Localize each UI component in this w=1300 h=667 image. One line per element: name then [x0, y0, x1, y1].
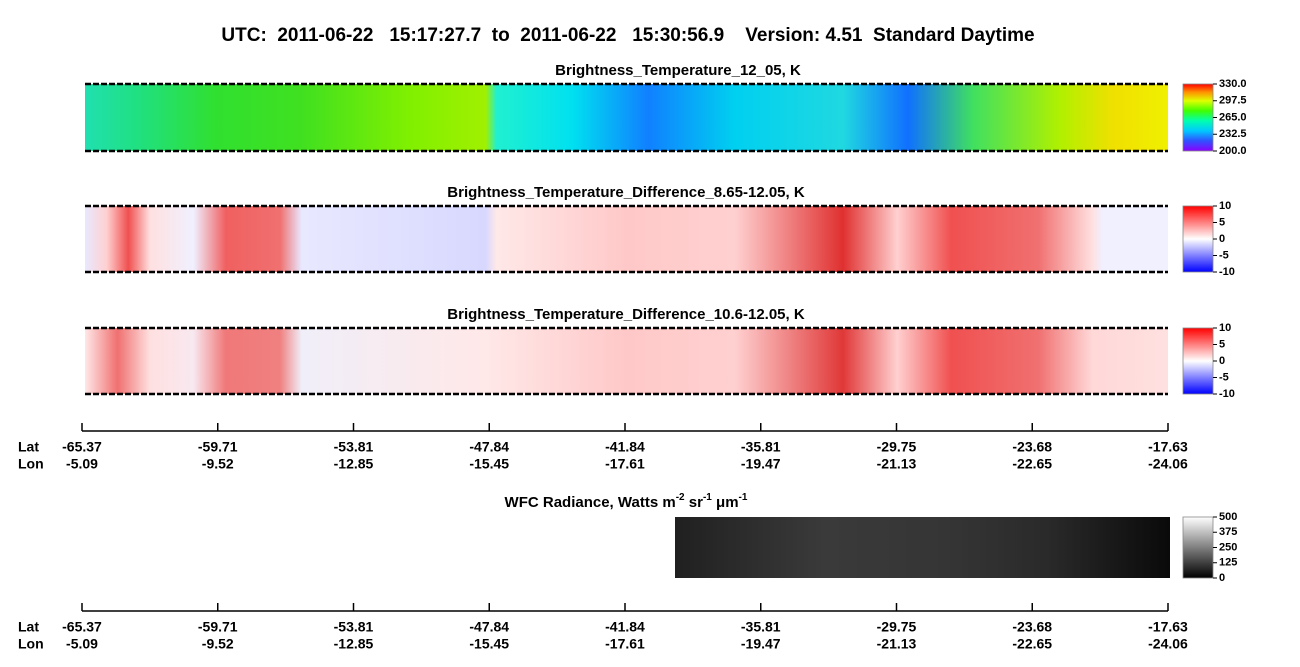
lon-tick-label: -19.47 [741, 636, 781, 652]
figure-title: UTC: 2011-06-22 15:17:27.7 to 2011-06-22… [221, 25, 1034, 46]
lon-tick-label: -5.09 [66, 456, 98, 472]
colorbar-tick-label: 375 [1219, 526, 1237, 538]
lat-tick-label: -59.71 [198, 619, 238, 635]
colorbar-tick-label: 330.0 [1219, 78, 1247, 90]
lat-tick-label: -23.68 [1012, 439, 1052, 455]
panel-title: Brightness_Temperature_Difference_10.6-1… [447, 306, 805, 323]
colorbar-tick-label: 297.5 [1219, 95, 1247, 107]
colorbar-tick-label: 125 [1219, 557, 1237, 569]
lat-tick-label: -41.84 [605, 619, 645, 635]
image-strip [85, 206, 1168, 272]
colorbar-tick-label: -10 [1219, 266, 1235, 278]
colorbar-tick-label: 5 [1219, 338, 1225, 350]
lat-tick-label: -29.75 [877, 439, 917, 455]
title-superscript: -1 [739, 492, 748, 503]
lat-tick-label: -17.63 [1148, 439, 1188, 455]
lon-tick-label: -5.09 [66, 636, 98, 652]
lon-tick-label: -12.85 [334, 636, 374, 652]
lat-label: Lat [18, 619, 39, 635]
lon-tick-label: -15.45 [469, 456, 509, 472]
colorbar-tick-label: 0 [1219, 355, 1225, 367]
colorbar-tick-label: 500 [1219, 511, 1237, 523]
lat-tick-label: -23.68 [1012, 619, 1052, 635]
lat-tick-label: -53.81 [334, 619, 374, 635]
colorbar-tick-label: 0 [1219, 233, 1225, 245]
lon-label: Lon [18, 456, 44, 472]
lat-tick-label: -29.75 [877, 619, 917, 635]
lat-tick-label: -65.37 [62, 619, 102, 635]
lon-tick-label: -22.65 [1012, 636, 1052, 652]
colorbar-tick-label: 0 [1219, 572, 1225, 584]
panel-title: Brightness_Temperature_Difference_8.65-1… [447, 184, 805, 201]
colorbar-tick-label: 265.0 [1219, 111, 1247, 123]
lat-label: Lat [18, 439, 39, 455]
image-strip [675, 517, 1170, 578]
title-text: μm [712, 494, 739, 511]
lat-tick-label: -53.81 [334, 439, 374, 455]
title-superscript: -1 [703, 492, 712, 503]
lon-tick-label: -15.45 [469, 636, 509, 652]
lat-tick-label: -47.84 [469, 619, 509, 635]
colorbar-tick-label: 232.5 [1219, 128, 1247, 140]
lon-tick-label: -24.06 [1148, 636, 1188, 652]
lat-tick-label: -35.81 [741, 619, 781, 635]
colorbar-tick-label: 200.0 [1219, 145, 1247, 157]
lat-tick-label: -59.71 [198, 439, 238, 455]
lon-tick-label: -9.52 [202, 456, 234, 472]
colorbar [1182, 205, 1214, 273]
colorbar-tick-label: -5 [1219, 249, 1229, 261]
lon-tick-label: -22.65 [1012, 456, 1052, 472]
colorbar-tick-label: -5 [1219, 371, 1229, 383]
colorbar [1182, 327, 1214, 395]
colorbar-tick-label: 10 [1219, 200, 1231, 212]
title-text: sr [685, 494, 704, 511]
colorbar-tick-label: 250 [1219, 541, 1237, 553]
lat-tick-label: -47.84 [469, 439, 509, 455]
lat-tick-label: -65.37 [62, 439, 102, 455]
lat-tick-label: -35.81 [741, 439, 781, 455]
lon-tick-label: -21.13 [877, 636, 917, 652]
colorbar-tick-label: 10 [1219, 322, 1231, 334]
lat-tick-label: -17.63 [1148, 619, 1188, 635]
lon-tick-label: -17.61 [605, 456, 645, 472]
lon-tick-label: -21.13 [877, 456, 917, 472]
lon-tick-label: -19.47 [741, 456, 781, 472]
panel-title: Brightness_Temperature_12_05, K [555, 62, 801, 79]
colorbar [1182, 516, 1214, 579]
title-text: WFC Radiance, Watts m [505, 494, 676, 511]
title-superscript: -2 [676, 492, 685, 503]
colorbar-tick-label: -10 [1219, 388, 1235, 400]
lat-tick-label: -41.84 [605, 439, 645, 455]
colorbar-tick-label: 5 [1219, 216, 1225, 228]
colorbar [1182, 83, 1214, 152]
panel-title: WFC Radiance, Watts m-2 sr-1 μm-1 [505, 492, 748, 511]
lon-tick-label: -17.61 [605, 636, 645, 652]
lon-label: Lon [18, 636, 44, 652]
image-strip [85, 328, 1168, 394]
lon-tick-label: -24.06 [1148, 456, 1188, 472]
lon-tick-label: -9.52 [202, 636, 234, 652]
lon-tick-label: -12.85 [334, 456, 374, 472]
image-strip [85, 84, 1168, 151]
